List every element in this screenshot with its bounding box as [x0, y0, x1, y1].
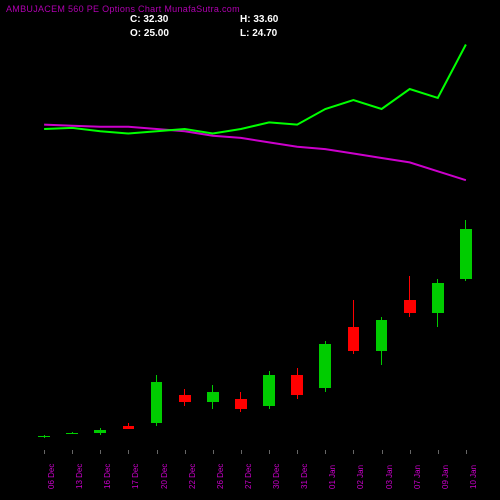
x-label: 20 Dec — [160, 464, 169, 489]
candle-down — [179, 395, 191, 402]
candle-up — [66, 433, 78, 434]
candle-up — [207, 392, 219, 402]
candle-up — [432, 283, 444, 314]
x-label: 02 Jan — [356, 465, 365, 489]
x-tick — [353, 450, 354, 454]
candle-down — [291, 375, 303, 396]
candle-up — [319, 344, 331, 388]
x-label: 10 Jan — [469, 465, 478, 489]
line-series-svg — [30, 40, 480, 196]
candle-up — [94, 430, 106, 433]
candle-up — [38, 436, 50, 437]
plot-area — [30, 40, 480, 450]
candle-down — [348, 327, 360, 351]
x-tick — [72, 450, 73, 454]
x-tick — [128, 450, 129, 454]
x-tick — [410, 450, 411, 454]
x-tick — [241, 450, 242, 454]
x-tick — [44, 450, 45, 454]
x-tick — [213, 450, 214, 454]
chart-title: AMBUJACEM 560 PE Options Chart MunafaSut… — [6, 4, 240, 14]
x-axis: 06 Dec 13 Dec 16 Dec 17 Dec 20 Dec 22 Dec 26 D… — [30, 455, 480, 500]
x-label: 17 Dec — [131, 464, 140, 489]
candle-up — [263, 375, 275, 406]
candle-up — [151, 382, 163, 423]
options-chart: AMBUJACEM 560 PE Options Chart MunafaSut… — [0, 0, 500, 500]
x-tick — [438, 450, 439, 454]
candle-down — [123, 426, 135, 429]
x-label: 01 Jan — [328, 465, 337, 489]
x-tick — [269, 450, 270, 454]
x-label: 31 Dec — [300, 464, 309, 489]
indicator-line-2 — [44, 125, 466, 181]
x-label: 03 Jan — [385, 465, 394, 489]
x-label: 26 Dec — [216, 464, 225, 489]
x-label: 09 Jan — [441, 465, 450, 489]
x-tick — [100, 450, 101, 454]
x-tick — [466, 450, 467, 454]
ohlc-close: C: 32.30 — [130, 14, 168, 25]
candle-up — [460, 229, 472, 279]
x-label: 27 Dec — [244, 464, 253, 489]
ohlc-high: H: 33.60 — [240, 14, 278, 25]
x-tick — [325, 450, 326, 454]
x-label: 30 Dec — [272, 464, 281, 489]
x-tick — [185, 450, 186, 454]
candle-down — [235, 399, 247, 409]
x-tick — [297, 450, 298, 454]
x-tick — [382, 450, 383, 454]
x-label: 22 Dec — [188, 464, 197, 489]
candle-up — [376, 320, 388, 351]
x-label: 07 Jan — [413, 465, 422, 489]
candle-down — [404, 300, 416, 314]
x-label: 16 Dec — [103, 464, 112, 489]
x-label: 13 Dec — [75, 464, 84, 489]
ohlc-low: L: 24.70 — [240, 28, 277, 39]
x-tick — [157, 450, 158, 454]
indicator-line-1 — [44, 44, 466, 133]
ohlc-open: O: 25.00 — [130, 28, 169, 39]
x-label: 06 Dec — [47, 464, 56, 489]
